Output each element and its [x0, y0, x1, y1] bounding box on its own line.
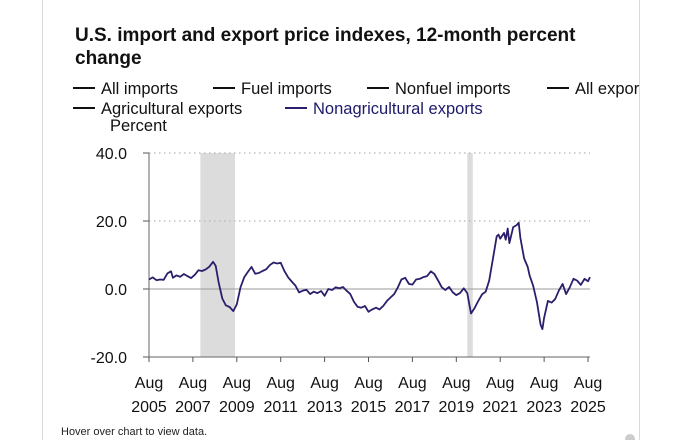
legend-swatch	[285, 106, 307, 109]
legend-label: Nonagricultural exports	[313, 100, 483, 118]
y-tick-label: -20.0	[91, 350, 128, 367]
x-tick-month: Aug	[310, 375, 338, 392]
hover-hint: Hover over chart to view data.	[61, 426, 208, 438]
x-tick-month: Aug	[486, 375, 514, 392]
series-line-nonagricultural-exports[interactable]	[148, 221, 591, 330]
legend-swatch	[213, 86, 235, 89]
gridlines	[143, 152, 590, 358]
chart-card: U.S. import and export price indexes, 12…	[42, 0, 640, 440]
x-tick-month: Aug	[530, 375, 558, 392]
x-tick-year: 2019	[439, 399, 475, 416]
y-axis-title: Percent	[110, 117, 167, 135]
x-tick-labels: Aug 2005 Aug 2009 Aug 2013 Aug 2017 Aug 2021 Aug 20…	[131, 375, 606, 416]
series-lines	[148, 221, 591, 330]
x-tick-month: Aug	[442, 375, 470, 392]
x-tick-year: 2017	[395, 399, 431, 416]
legend-swatch	[367, 86, 389, 89]
legend-item-agricultural-exports[interactable]: Agricultural exports	[73, 100, 242, 119]
recession-band	[467, 153, 473, 357]
legend-item-all-imports[interactable]: All imports	[73, 80, 178, 99]
y-tick-labels: 40.0 20.0 0.0 -20.0	[91, 146, 128, 367]
chart-title: U.S. import and export price indexes, 12…	[75, 25, 576, 69]
x-tick-month: Aug	[266, 375, 294, 392]
y-tick-label: 0.0	[105, 282, 127, 299]
axes	[148, 153, 590, 362]
legend-label: Agricultural exports	[101, 100, 243, 118]
x-tick-year: 2005	[131, 399, 167, 416]
x-tick-year: 2007	[175, 399, 211, 416]
legend-item-nonfuel-imports[interactable]: Nonfuel imports	[367, 80, 511, 99]
x-tick-year: 2011	[264, 399, 299, 416]
line-chart[interactable]: 40.020.00.0-20.0 Aug2005Aug2009Aug2013Au…	[43, 0, 640, 440]
legend-item-all-exports[interactable]: All exports	[547, 80, 640, 99]
y-tick-label: 40.0	[96, 146, 127, 163]
legend-item-nonagricultural-exports[interactable]: Nonagricultural exports	[285, 100, 483, 119]
legend-label: Nonfuel imports	[395, 80, 511, 98]
x-tick-year: 2023	[526, 399, 562, 416]
x-tick-year: 2025	[570, 399, 606, 416]
legend-swatch	[73, 106, 95, 109]
x-tick-year: 2013	[307, 399, 343, 416]
x-tick-year: 2021	[482, 399, 518, 416]
corner-indicator	[625, 434, 635, 440]
x-tick-month: Aug	[135, 375, 163, 392]
x-tick-year: 2015	[351, 399, 387, 416]
legend-swatch	[547, 86, 569, 89]
x-tick-month: Aug	[223, 375, 251, 392]
legend-label: Fuel imports	[241, 80, 332, 98]
legend-label: All imports	[101, 80, 179, 98]
recession-band	[200, 153, 236, 357]
x-tick-month: Aug	[354, 375, 382, 392]
y-tick-label: 20.0	[96, 214, 127, 231]
legend-swatch	[73, 86, 95, 89]
legend-item-fuel-imports[interactable]: Fuel imports	[213, 80, 332, 99]
x-tick-month: Aug	[574, 375, 602, 392]
recession-shading	[200, 153, 473, 357]
x-tick-year: 2009	[219, 399, 255, 416]
x-tick-month: Aug	[398, 375, 426, 392]
legend-label: All exports	[575, 80, 640, 98]
x-tick-month: Aug	[179, 375, 207, 392]
